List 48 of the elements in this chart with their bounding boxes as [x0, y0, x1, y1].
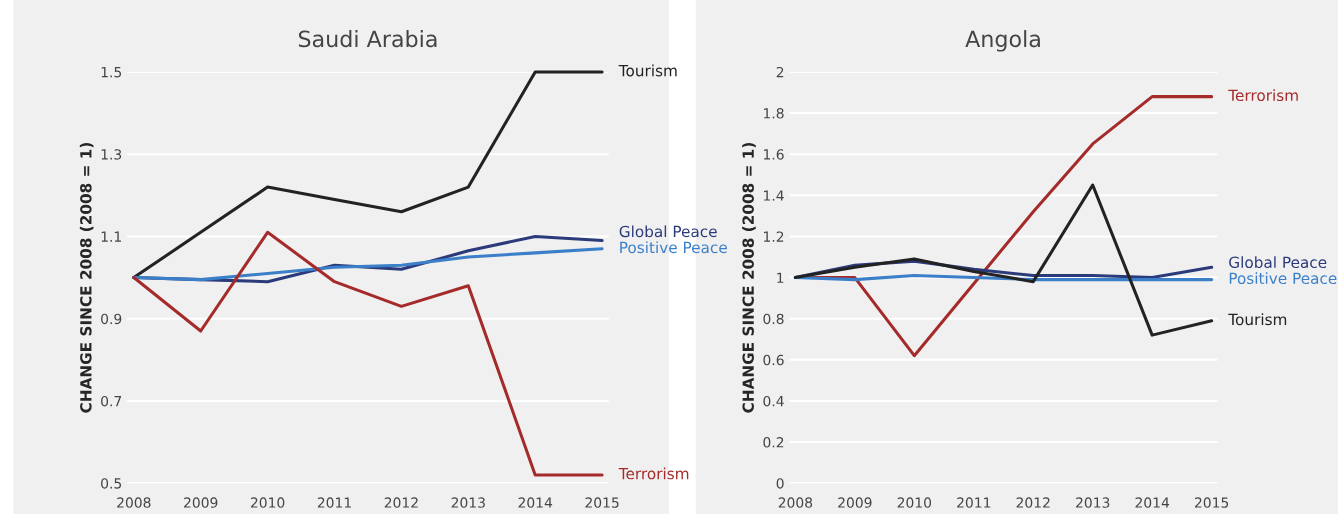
y-tick-label: 0.5 [101, 478, 122, 489]
x-tick-label: 2010 [250, 497, 285, 508]
x-tick-label: 2011 [957, 497, 991, 508]
y-tick-label: 1.4 [764, 190, 784, 201]
x-tick-label: 2015 [1194, 497, 1229, 508]
y-tick-label: 0.6 [763, 354, 784, 366]
x-tick-label: 2014 [518, 497, 553, 508]
x-tick-label: 2014 [1135, 497, 1170, 508]
x-tick-label: 2015 [585, 497, 619, 508]
y-tick-label: 1.1 [101, 231, 121, 242]
y-tick-label: 0.4 [763, 395, 784, 407]
line-series [132, 230, 604, 477]
y-tick-label: 1.8 [764, 108, 784, 119]
y-tick-label: 0.9 [101, 313, 122, 325]
x-tick-label: 2013 [1076, 497, 1110, 508]
series-label: Terrorism [1228, 89, 1298, 102]
series-label: Terrorism [618, 467, 689, 480]
x-tick-label: 2008 [117, 497, 151, 508]
x-tick-label: 2012 [1016, 497, 1050, 508]
x-tick-label: 2008 [778, 497, 813, 508]
y-tick-label: 1.2 [764, 231, 784, 242]
x-tick-label: 2013 [451, 497, 485, 508]
y-axis-title: CHANGE SINCE 2008 (2008 = 1) [79, 143, 94, 413]
y-tick-label: 0.8 [763, 313, 784, 325]
y-tick-label: 2 [776, 66, 784, 78]
y-tick-label: 1.3 [101, 149, 122, 160]
chart-title: Angola [965, 30, 1040, 52]
chart-title: Saudi Arabia [298, 30, 437, 48]
line-series [793, 183, 1214, 337]
y-axis-title: CHANGE SINCE 2008 (2008 = 1) [742, 143, 756, 413]
x-tick-label: 2012 [384, 497, 418, 508]
y-tick-label: 0.2 [763, 437, 784, 448]
y-tick-label: 0 [776, 478, 784, 489]
y-tick-label: 1 [777, 272, 784, 283]
series-label: Tourism [1228, 313, 1287, 326]
series-label: Positive Peace [1229, 272, 1337, 285]
x-tick-label: 2010 [897, 497, 932, 508]
y-tick-label: 1.6 [764, 149, 784, 160]
series-label: Positive Peace [620, 241, 727, 254]
x-tick-label: 2009 [184, 497, 218, 508]
x-tick-label: 2011 [317, 497, 351, 508]
y-tick-label: 1.5 [101, 67, 122, 78]
series-label: Global Peace [1229, 256, 1327, 269]
x-tick-label: 2009 [838, 497, 872, 508]
line-series [132, 247, 604, 282]
series-label: Tourism [618, 64, 677, 77]
series-label: Global Peace [619, 225, 717, 238]
y-tick-label: 0.7 [101, 395, 122, 407]
